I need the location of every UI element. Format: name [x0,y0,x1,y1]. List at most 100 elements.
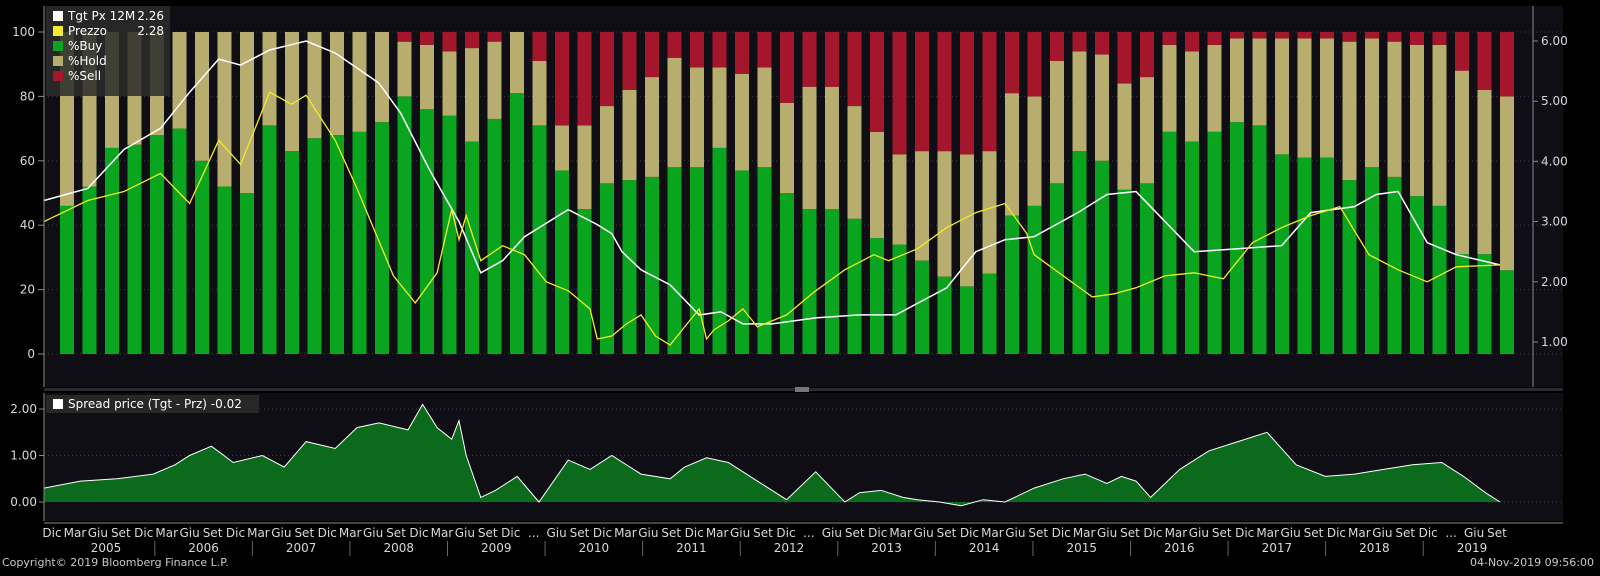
bar-sell [780,32,794,103]
bar-sell [1342,32,1357,42]
bar-buy [1275,154,1289,354]
bar-hold [1320,38,1334,158]
year-tick-label: 2006 [188,541,219,555]
bar-buy [1095,160,1109,354]
spread-tick-label: 1.00 [10,449,37,463]
right-tick-label: 2.00 [1541,275,1568,289]
month-tick-label: Mar [1073,526,1096,540]
month-tick-label: Giu [546,526,566,540]
month-tick-label: Set [478,526,498,540]
bar-buy [352,131,367,354]
month-tick-label: ... [803,526,814,540]
bar-buy [172,128,187,354]
month-tick-label: Dic [226,526,245,540]
bottom-axes: 0.00 1.00 2.00 [10,393,45,521]
month-tick-label: Dic [134,526,153,540]
bar-hold [600,106,614,184]
legend-label: %Hold [68,54,107,68]
legend-swatch [53,11,63,21]
month-tick-label: Dic [960,526,979,540]
bar-sell [1410,32,1424,45]
panel-resize-handle[interactable] [795,387,809,392]
bar-buy [1140,183,1154,354]
month-tick-label: Giu [1464,526,1484,540]
legend-value: 2.26 [137,9,164,23]
bar-hold [1455,70,1469,255]
bar-sell [420,32,434,45]
bar-sell [645,32,659,78]
bar-hold [1342,41,1357,181]
bar-buy [1477,254,1492,354]
bar-hold [217,32,232,187]
bar-hold [960,154,974,287]
time-axis-bg [44,522,1563,552]
month-tick-label: Giu [730,526,750,540]
bar-buy [667,167,682,354]
bar-hold [555,125,569,171]
month-tick-label: Dic [685,526,704,540]
month-tick-label: ... [1445,526,1456,540]
bar-buy [240,193,254,354]
bar-buy [1455,254,1469,354]
legend-label: %Sell [68,69,101,83]
bar-buy [487,118,502,354]
bar-buy [1387,176,1402,354]
month-tick-label: Set [661,526,681,540]
bar-hold [1297,38,1312,158]
bar-sell [937,32,952,152]
bar-hold [1072,51,1087,152]
bar-sell [892,32,907,155]
bar-hold [532,60,547,126]
bar-buy [1117,189,1132,354]
year-tick-label: 2011 [676,541,707,555]
right-tick-label: 4.00 [1541,154,1568,168]
spread-tick-label: 2.00 [10,402,37,416]
bar-buy [397,96,412,355]
bar-buy [600,183,614,354]
month-tick-label: Set [1395,526,1415,540]
bar-sell [622,32,637,90]
legends: Tgt Px 12M 2.26 Prezzo 2.28 %Buy%Hold%Sell Sp… [46,6,259,413]
bar-sell [1275,32,1289,39]
month-tick-label: Dic [593,526,612,540]
bar-sell [397,32,412,42]
month-tick-label: Set [203,526,223,540]
bar-hold [802,86,817,210]
bar-buy [1185,141,1199,354]
bar-buy [757,167,772,354]
bar-buy [982,273,997,354]
bar-hold [195,32,209,161]
month-tick-label: Mar [64,526,87,540]
bar-sell [690,32,704,68]
copyright-text: Copyright© 2019 Bloomberg Finance L.P. [2,556,229,569]
bar-hold [1185,51,1199,142]
month-tick-label: Mar [1165,526,1188,540]
month-tick-label: Mar [981,526,1004,540]
bar-buy [1027,205,1042,354]
month-tick-label: Giu [363,526,383,540]
bar-hold [577,125,592,210]
month-tick-label: Set [845,526,865,540]
price-lines [43,40,1501,346]
bar-hold [645,77,659,177]
spread-legend-label: Spread price (Tgt - Prz) -0.02 [68,397,242,411]
year-tick-label: 2013 [871,541,902,555]
bar-hold [825,86,839,210]
bar-hold [465,48,479,142]
bar-buy [555,170,569,354]
legend-swatch [53,71,63,81]
bar-sell [1477,32,1492,90]
bar-sell [1072,32,1087,52]
year-tick-label: 2009 [481,541,512,555]
bar-buy [690,167,704,354]
bar-buy [622,180,637,354]
bar-buy [1297,157,1312,354]
bar-hold [1432,44,1447,206]
month-tick-label: Giu [1280,526,1300,540]
bar-sell [1455,32,1469,71]
month-tick-label: Giu [822,526,842,540]
bar-hold [690,67,704,168]
legend-swatch [53,399,63,409]
left-tick-label: 40 [20,218,35,232]
